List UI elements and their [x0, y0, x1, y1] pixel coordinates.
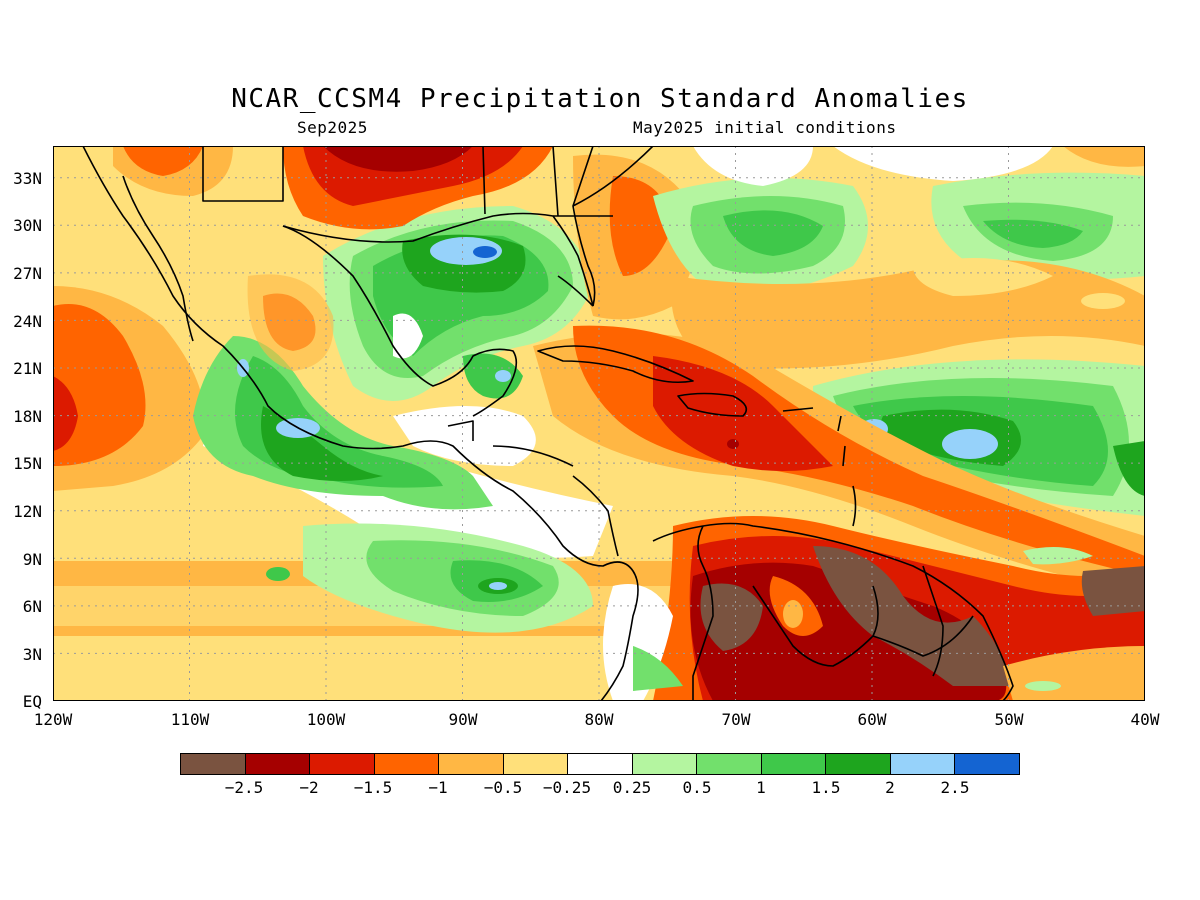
valid-month-label: Sep2025 [297, 118, 368, 137]
colorbar-label: 1 [756, 778, 766, 797]
colorbar-swatch [890, 754, 956, 774]
lat-label: 30N [13, 216, 42, 235]
colorbar-swatch [697, 754, 762, 774]
lon-label: 90W [448, 710, 478, 729]
colorbar-label: 2 [885, 778, 895, 797]
colorbar-swatch [826, 754, 891, 774]
lon-label: 120W [33, 710, 73, 729]
colorbar [180, 753, 1020, 775]
colorbar-swatch [310, 754, 375, 774]
colorbar-label: −1.5 [353, 778, 393, 797]
lon-label: 50W [994, 710, 1024, 729]
lat-label: 9N [22, 550, 42, 569]
lat-label: EQ [22, 692, 42, 711]
colorbar-label: −2 [299, 778, 319, 797]
lat-label: 18N [13, 407, 42, 426]
colorbar-label: 2.5 [940, 778, 970, 797]
lon-label: 70W [721, 710, 751, 729]
colorbar-label: −2.5 [224, 778, 264, 797]
colorbar-swatch [439, 754, 504, 774]
colorbar-label: −0.5 [483, 778, 523, 797]
map-title: NCAR_CCSM4 Precipitation Standard Anomal… [231, 84, 969, 114]
lon-label: 40W [1130, 710, 1160, 729]
colorbar-swatch [568, 754, 633, 774]
lat-label: 6N [22, 597, 42, 616]
lat-label: 21N [13, 359, 42, 378]
colorbar-label: −1 [428, 778, 448, 797]
lat-label: 33N [13, 169, 42, 188]
lat-label: 3N [22, 645, 42, 664]
graticule [53, 146, 1145, 701]
colorbar-swatch [632, 754, 698, 774]
lon-label: 100W [306, 710, 346, 729]
colorbar-swatch [245, 754, 311, 774]
lat-label: 27N [13, 264, 42, 283]
lon-label: 80W [584, 710, 614, 729]
lat-label: 12N [13, 502, 42, 521]
colorbar-swatch [955, 754, 1019, 774]
colorbar-swatch [503, 754, 569, 774]
lon-label: 110W [170, 710, 210, 729]
coastlines [82, 146, 1014, 701]
colorbar-label: −0.25 [542, 778, 592, 797]
colorbar-label: 0.25 [612, 778, 652, 797]
colorbar-swatch [761, 754, 827, 774]
initial-conditions-label: May2025 initial conditions [633, 118, 897, 137]
lat-label: 24N [13, 312, 42, 331]
precipitation-anomaly-map [53, 146, 1145, 701]
colorbar-swatch [374, 754, 440, 774]
colorbar-swatch [181, 754, 246, 774]
colorbar-label: 1.5 [811, 778, 841, 797]
lat-label: 15N [13, 454, 42, 473]
colorbar-label: 0.5 [682, 778, 712, 797]
lon-label: 60W [857, 710, 887, 729]
